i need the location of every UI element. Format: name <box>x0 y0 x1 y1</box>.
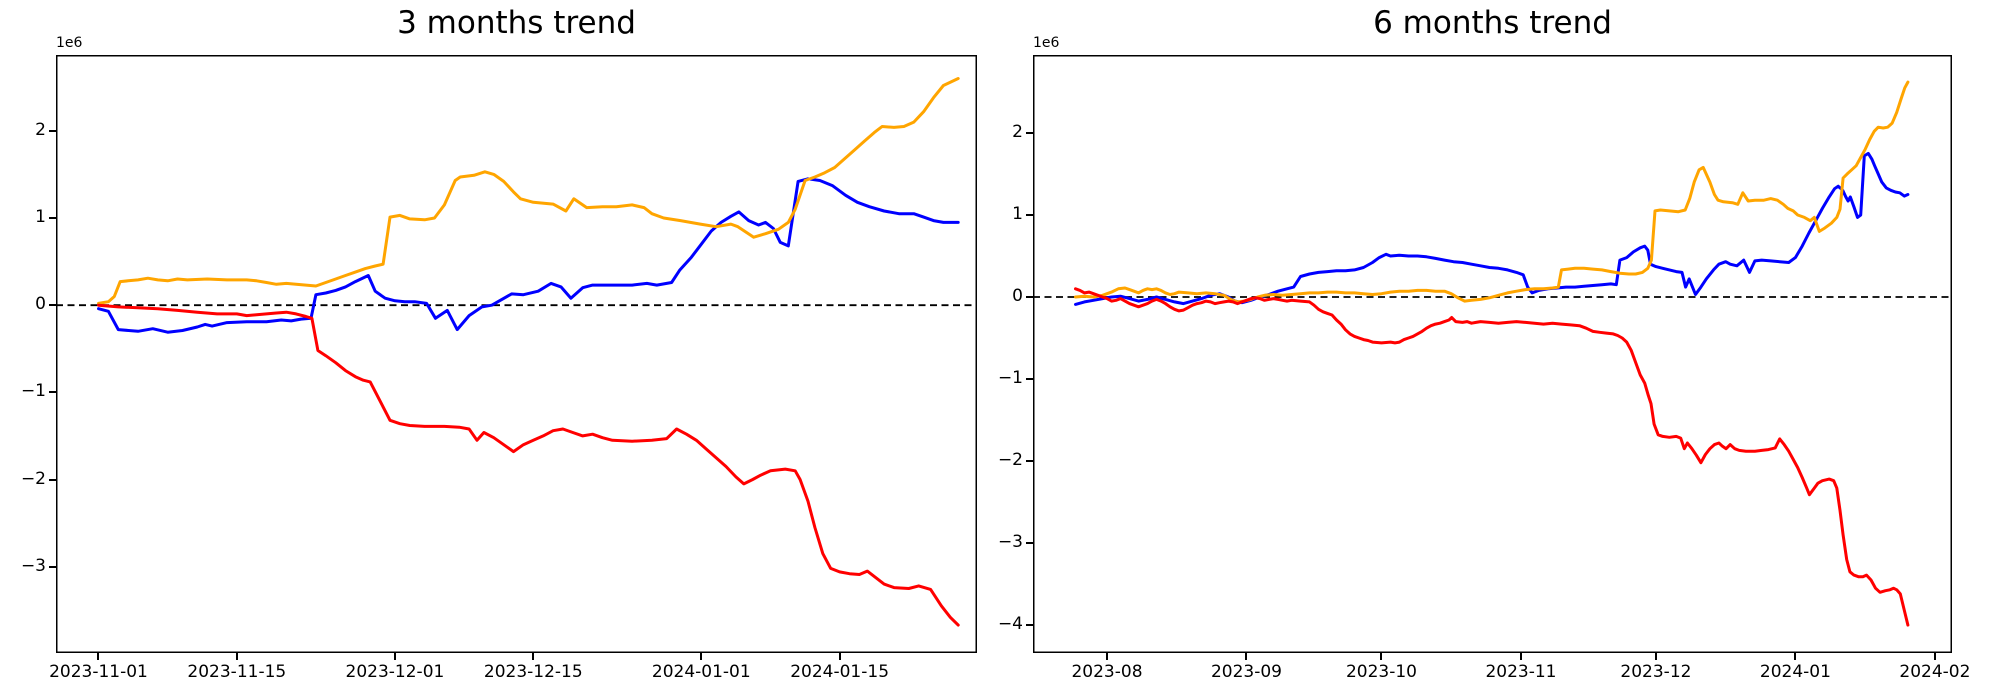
plot-area <box>1033 55 1952 653</box>
x-tick-label: 2023-10 <box>1345 662 1417 682</box>
y-tick-mark <box>49 129 56 132</box>
x-tick-mark <box>838 653 841 660</box>
x-tick-mark <box>700 653 703 660</box>
y-tick-mark <box>49 391 56 394</box>
y-tick-label: −1 <box>997 368 1023 389</box>
series-orange-line <box>97 77 960 305</box>
x-tick-label: 2023-11-15 <box>187 662 287 682</box>
x-tick-label: 2023-08 <box>1071 662 1143 682</box>
y-tick-mark <box>49 304 56 307</box>
y-tick-label: 1 <box>1012 203 1023 224</box>
y-tick-mark <box>1026 542 1033 545</box>
y-tick-label: 0 <box>1012 285 1023 306</box>
plot-area <box>56 55 977 653</box>
series-red-line <box>1074 287 1910 627</box>
chart-title: 3 months trend <box>397 5 636 41</box>
y-tick-label: −2 <box>20 468 46 489</box>
x-tick-mark <box>235 653 238 660</box>
x-tick-mark <box>1106 653 1108 660</box>
x-tick-label: 2023-12 <box>1620 662 1692 682</box>
y-axis-offset-label: 1e6 <box>56 35 83 51</box>
y-tick-mark <box>49 217 56 219</box>
y-tick-label: −4 <box>997 614 1023 635</box>
chart-title: 6 months trend <box>1373 5 1612 41</box>
plot-frame <box>1033 55 1952 653</box>
x-tick-mark <box>1380 653 1383 660</box>
x-tick-label: 2024-02 <box>1899 662 1971 682</box>
x-tick-label: 2024-01 <box>1759 662 1831 682</box>
series-orange-line <box>1074 80 1910 304</box>
plot-svg <box>1033 55 1952 653</box>
x-tick-mark <box>1654 653 1657 660</box>
x-tick-mark <box>97 653 100 660</box>
y-tick-label: 1 <box>35 207 46 227</box>
x-tick-mark <box>1519 653 1522 660</box>
y-tick-mark <box>49 565 56 568</box>
y-tick-mark <box>1026 131 1033 134</box>
x-tick-label: 2024-01-15 <box>790 662 890 682</box>
y-tick-mark <box>1026 213 1033 216</box>
y-tick-mark <box>49 478 56 481</box>
y-tick-label: −3 <box>997 532 1023 553</box>
x-tick-label: 2023-09 <box>1210 662 1282 682</box>
y-tick-label: −3 <box>20 555 46 576</box>
x-tick-label: 2023-11-01 <box>49 662 148 682</box>
x-tick-mark <box>1933 653 1936 660</box>
plot-svg <box>56 55 977 653</box>
x-tick-label: 2024-01-01 <box>651 662 751 682</box>
y-tick-mark <box>1026 624 1033 627</box>
y-tick-label: 0 <box>35 294 46 315</box>
x-tick-label: 2023-11 <box>1485 662 1557 682</box>
chart-6-months-trend: 6 months trend 1e6 2023-08 2023-09 2023-10… <box>998 0 2000 700</box>
x-tick-label: 2023-12-15 <box>483 662 583 682</box>
x-tick-mark <box>532 653 535 660</box>
y-tick-label: 2 <box>35 119 46 140</box>
x-tick-mark <box>1245 653 1248 660</box>
x-tick-mark <box>1794 653 1797 660</box>
x-tick-label: 2023-12-01 <box>345 662 445 682</box>
y-tick-label: −1 <box>20 381 46 402</box>
chart-3-months-trend: 3 months trend 1e6 2023-11-01 2023-11-15 2… <box>20 5 977 682</box>
y-axis-offset-label: 1e6 <box>1033 35 1060 51</box>
plot-frame <box>56 55 977 653</box>
y-tick-mark <box>1026 460 1033 463</box>
series-red-line <box>97 303 960 627</box>
series-blue-line <box>1074 151 1910 306</box>
y-tick-label: 2 <box>1012 121 1023 142</box>
y-tick-label: −2 <box>997 450 1023 471</box>
x-tick-mark <box>393 653 396 660</box>
y-tick-mark <box>1026 295 1033 298</box>
y-tick-mark <box>1026 378 1033 381</box>
